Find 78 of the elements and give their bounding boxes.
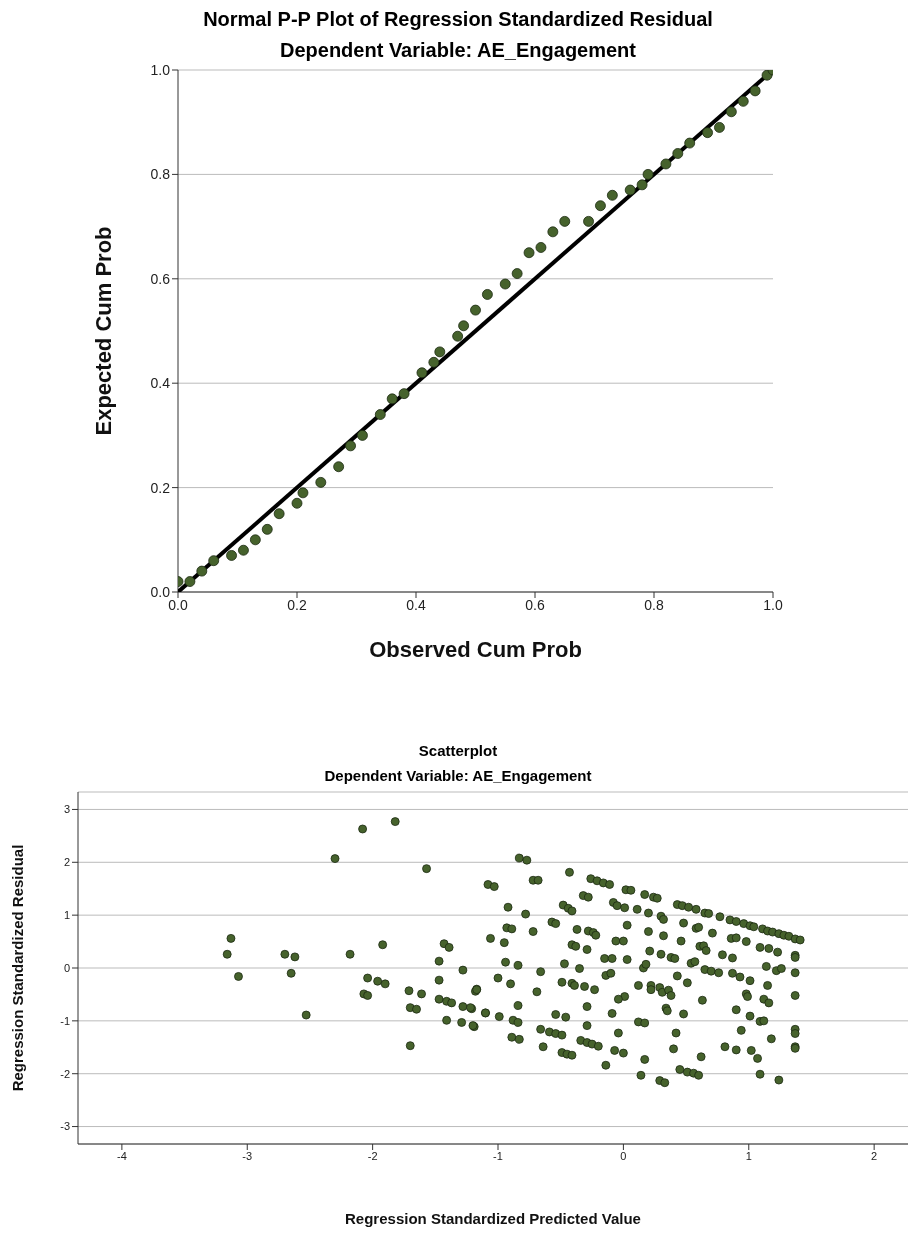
chart-subtitle: Dependent Variable: AE_Engagement <box>279 39 637 62</box>
x-tick-label: 1 <box>745 1149 752 1162</box>
x-tick-label: -2 <box>367 1149 378 1162</box>
y-tick-label: 0.2 <box>150 479 171 496</box>
point <box>725 106 737 118</box>
x-tick-label: -3 <box>242 1149 253 1162</box>
point <box>458 320 469 332</box>
y-tick-label: -3 <box>60 1120 70 1133</box>
point <box>749 85 761 97</box>
point <box>249 534 261 546</box>
x-tick-label: 0 <box>620 1149 627 1162</box>
y-tick-label: -2 <box>60 1067 70 1080</box>
point <box>273 508 285 520</box>
y-tick-label: 1 <box>63 909 70 922</box>
point <box>702 127 713 139</box>
point <box>470 304 481 316</box>
chart-title: Scatterplot <box>417 742 499 759</box>
point <box>511 268 523 279</box>
x-tick-label: 1.0 <box>763 596 783 613</box>
point <box>559 215 571 227</box>
point <box>196 565 208 577</box>
point <box>428 356 440 368</box>
chart-title: Normal P-P Plot of Regression Standardized Residual <box>202 8 714 31</box>
x-tick-label: -1 <box>493 1149 503 1162</box>
point <box>333 461 345 473</box>
point <box>535 242 547 253</box>
y-tick-label: 3 <box>63 803 70 816</box>
y-axis-title: Regression Standardized Residual <box>9 844 27 1092</box>
y-tick-label: 0.0 <box>150 583 171 600</box>
point <box>434 346 446 358</box>
point <box>737 95 749 107</box>
x-tick-label: 0.0 <box>168 596 188 613</box>
point <box>416 367 428 379</box>
point <box>291 497 303 509</box>
x-axis-title: Observed Cum Prob <box>369 637 582 662</box>
point <box>499 278 511 290</box>
x-tick-label: 0.2 <box>287 596 307 613</box>
point <box>523 247 535 259</box>
point <box>547 226 559 238</box>
point <box>238 544 249 556</box>
y-tick-label: 2 <box>63 856 70 869</box>
y-axis-title: Expected Cum Prob <box>90 226 116 436</box>
point <box>345 440 356 452</box>
y-tick-label: 0.6 <box>150 270 171 287</box>
point <box>386 393 398 405</box>
x-tick-label: -4 <box>116 1149 127 1162</box>
x-tick-label: 0.6 <box>525 596 545 613</box>
point <box>357 430 368 441</box>
point <box>315 476 327 488</box>
point <box>452 330 464 342</box>
point <box>583 215 594 227</box>
point <box>208 555 220 567</box>
point <box>660 158 672 170</box>
y-tick-label: 0.4 <box>150 375 171 392</box>
x-axis-title: Regression Standardized Predicted Value <box>345 1210 641 1227</box>
point <box>636 179 648 191</box>
x-tick-label: 0.8 <box>644 596 664 613</box>
point <box>226 550 237 561</box>
y-tick-label: 0.8 <box>150 166 171 183</box>
point <box>672 148 684 159</box>
point <box>261 523 273 535</box>
point <box>624 184 636 196</box>
y-tick-label: -1 <box>60 1014 70 1027</box>
point <box>184 576 196 587</box>
x-tick-label: 2 <box>871 1149 878 1162</box>
y-tick-label: 1.0 <box>150 61 171 78</box>
point <box>684 137 696 149</box>
point <box>642 169 654 180</box>
point <box>297 487 309 499</box>
chart-subtitle: Dependent Variable: AE_Engagement <box>323 767 593 784</box>
y-tick-label: 0 <box>63 961 70 974</box>
x-tick-label: 0.4 <box>406 596 426 613</box>
point <box>606 189 618 201</box>
point <box>595 200 606 212</box>
point <box>482 289 493 300</box>
point <box>398 388 410 400</box>
point <box>374 409 386 420</box>
point <box>714 122 725 133</box>
